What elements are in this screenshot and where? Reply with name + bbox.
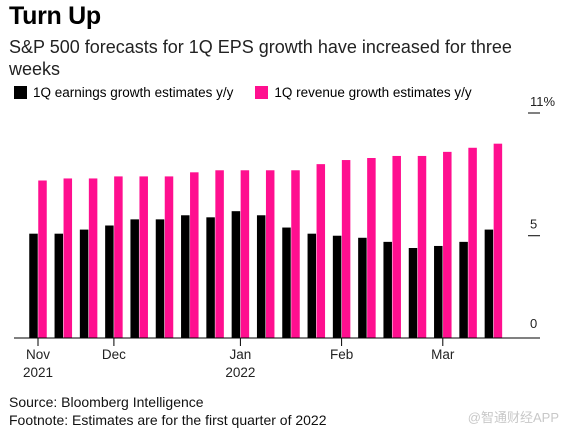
earnings-bar [459, 241, 468, 338]
legend-label-earnings: 1Q earnings growth estimates y/y [33, 85, 234, 100]
y-tick-label: 0 [530, 316, 537, 331]
x-tick-label: Mar [431, 347, 455, 362]
revenue-bar [341, 160, 351, 338]
revenue-bar [114, 176, 123, 338]
revenue-bar [215, 170, 224, 338]
x-tick-sublabel: 2021 [23, 365, 53, 380]
revenue-bar [291, 170, 300, 338]
x-tick-label: Jan [230, 347, 252, 362]
legend-swatch-revenue [255, 86, 269, 99]
earnings-bar [105, 225, 114, 338]
revenue-bar [190, 172, 199, 338]
earnings-bar [282, 227, 291, 338]
bars-group [29, 143, 503, 338]
earnings-bar [54, 233, 64, 338]
chart-title: Turn Up [9, 2, 101, 30]
revenue-bar [316, 164, 326, 338]
revenue-bar [493, 143, 503, 338]
earnings-bar [383, 241, 392, 338]
watermark: @智通财经APP [467, 410, 559, 425]
earnings-bar [358, 237, 367, 338]
revenue-bar [468, 147, 477, 338]
revenue-bar [265, 170, 275, 338]
earnings-bar [256, 215, 266, 338]
axes-group: 0 5 11% Nov 2021 Dec Jan 2022 Feb Mar [14, 94, 555, 380]
revenue-bar [443, 151, 452, 338]
earnings-bar [79, 229, 89, 338]
earnings-bar [408, 248, 418, 338]
revenue-bar [367, 158, 376, 338]
revenue-bar [139, 176, 148, 338]
chart-subtitle: S&P 500 forecasts for 1Q EPS growth have… [9, 37, 512, 79]
y-tick-label: 5 [530, 217, 537, 232]
footnote: Footnote: Estimates are for the first qu… [9, 412, 327, 428]
x-tick-label: Dec [102, 347, 126, 362]
legend-item-revenue: 1Q revenue growth estimates y/y [255, 85, 472, 100]
revenue-bar [38, 180, 47, 338]
revenue-bar [88, 178, 98, 338]
earnings-bar [29, 233, 38, 338]
earnings-bar [155, 219, 165, 338]
x-tick-label: Feb [330, 347, 353, 362]
legend: 1Q earnings growth estimates y/y 1Q reve… [14, 85, 494, 100]
revenue-bar [417, 155, 427, 338]
x-tick-sublabel: 2022 [225, 365, 255, 380]
earnings-bar [231, 211, 241, 338]
earnings-bar [434, 245, 443, 338]
legend-swatch-earnings [14, 86, 27, 99]
earnings-bar [130, 219, 139, 338]
revenue-bar [392, 155, 401, 338]
earnings-bar [332, 235, 342, 338]
earnings-bar [181, 215, 190, 338]
legend-label-revenue: 1Q revenue growth estimates y/y [274, 85, 472, 100]
earnings-bar [307, 233, 317, 338]
revenue-bar [63, 178, 73, 338]
legend-item-earnings: 1Q earnings growth estimates y/y [14, 85, 233, 100]
x-tick-label: Nov [26, 347, 50, 362]
earnings-bar [484, 229, 494, 338]
earnings-bar [206, 217, 215, 338]
source-note: Source: Bloomberg Intelligence [9, 394, 204, 410]
revenue-bar [240, 170, 250, 338]
revenue-bar [164, 176, 174, 338]
y-tick-label: 11% [530, 94, 555, 109]
